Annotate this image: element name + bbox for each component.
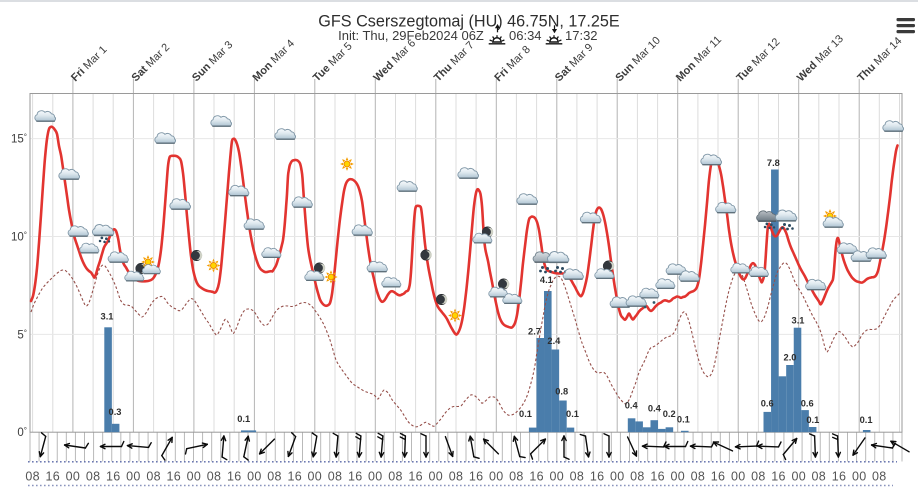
- svg-text:00: 00: [126, 470, 141, 484]
- svg-text:00: 00: [308, 470, 323, 484]
- svg-text:0.1: 0.1: [860, 415, 873, 425]
- svg-text:08: 08: [146, 470, 161, 484]
- svg-text:0.1: 0.1: [677, 414, 690, 424]
- svg-text:0.1: 0.1: [237, 414, 250, 424]
- svg-text:00: 00: [731, 470, 746, 484]
- svg-text:0.4: 0.4: [648, 403, 662, 413]
- svg-text:3.1: 3.1: [792, 315, 805, 325]
- svg-text:16: 16: [711, 470, 726, 484]
- svg-text:16: 16: [529, 470, 544, 484]
- svg-text:08: 08: [509, 470, 524, 484]
- svg-text:16: 16: [408, 470, 423, 484]
- svg-text:16: 16: [166, 470, 181, 484]
- svg-text:08: 08: [570, 470, 585, 484]
- svg-text:08: 08: [25, 470, 40, 484]
- svg-text:16: 16: [771, 470, 786, 484]
- svg-text:00: 00: [66, 470, 81, 484]
- svg-text:10°: 10°: [11, 231, 27, 244]
- svg-text:Init: Thu, 29Feb2024 06Z: Init: Thu, 29Feb2024 06Z: [338, 28, 484, 43]
- svg-text:08: 08: [328, 470, 343, 484]
- svg-text:16: 16: [106, 470, 121, 484]
- svg-text:16: 16: [46, 470, 61, 484]
- svg-text:0.1: 0.1: [519, 409, 532, 419]
- svg-text:16: 16: [287, 470, 302, 484]
- svg-text:08: 08: [872, 470, 887, 484]
- svg-text:0.8: 0.8: [555, 387, 568, 397]
- svg-text:16: 16: [348, 470, 363, 484]
- svg-text:00: 00: [670, 470, 685, 484]
- svg-text:16: 16: [227, 470, 242, 484]
- svg-text:08: 08: [207, 470, 222, 484]
- svg-text:7.8: 7.8: [767, 158, 780, 168]
- svg-text:08: 08: [449, 470, 464, 484]
- svg-text:08: 08: [267, 470, 282, 484]
- svg-text:0.3: 0.3: [109, 407, 122, 417]
- svg-text:0.6: 0.6: [761, 398, 774, 408]
- svg-text:08: 08: [388, 470, 403, 484]
- svg-text:5°: 5°: [17, 328, 27, 341]
- svg-text:00: 00: [489, 470, 504, 484]
- svg-text:0.1: 0.1: [566, 409, 579, 419]
- svg-text:08: 08: [691, 470, 706, 484]
- svg-text:06:34: 06:34: [509, 28, 542, 43]
- svg-text:16: 16: [469, 470, 484, 484]
- svg-text:00: 00: [247, 470, 262, 484]
- svg-text:0.4: 0.4: [625, 401, 639, 411]
- svg-text:00: 00: [187, 470, 202, 484]
- svg-text:16: 16: [832, 470, 847, 484]
- svg-text:16: 16: [590, 470, 605, 484]
- svg-text:00: 00: [610, 470, 625, 484]
- svg-text:2.4: 2.4: [547, 336, 561, 346]
- svg-text:00: 00: [368, 470, 383, 484]
- svg-text:0.2: 0.2: [663, 409, 676, 419]
- svg-text:08: 08: [812, 470, 827, 484]
- svg-text:16: 16: [650, 470, 665, 484]
- svg-text:00: 00: [550, 470, 565, 484]
- svg-text:08: 08: [86, 470, 101, 484]
- svg-text:3.1: 3.1: [101, 312, 114, 322]
- svg-text:4.1: 4.1: [540, 275, 553, 285]
- svg-text:0°: 0°: [17, 426, 27, 439]
- svg-text:GFS Cserszegtomaj (HU) 46.75N,: GFS Cserszegtomaj (HU) 46.75N, 17.25E: [318, 13, 620, 31]
- svg-text:15°: 15°: [11, 133, 27, 146]
- svg-text:2.0: 2.0: [784, 352, 797, 362]
- svg-text:00: 00: [429, 470, 444, 484]
- svg-text:0.6: 0.6: [801, 398, 814, 408]
- svg-text:0.1: 0.1: [806, 415, 819, 425]
- svg-text:17:32: 17:32: [565, 28, 598, 43]
- svg-text:08: 08: [630, 470, 645, 484]
- svg-text:2.7: 2.7: [528, 326, 541, 336]
- svg-text:00: 00: [791, 470, 806, 484]
- svg-text:00: 00: [852, 470, 867, 484]
- svg-text:08: 08: [751, 470, 766, 484]
